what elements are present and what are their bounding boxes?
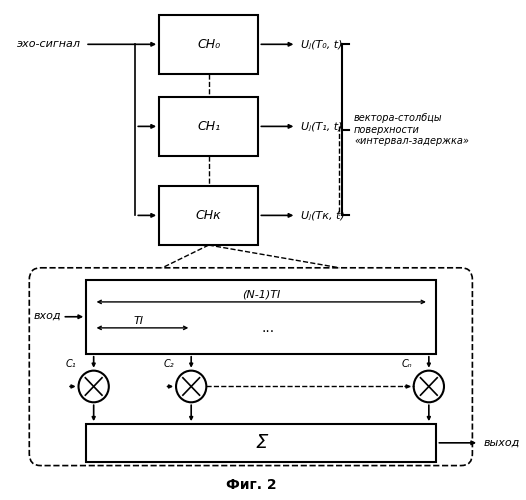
Bar bbox=[86, 424, 437, 462]
Text: TΙ: TΙ bbox=[134, 316, 144, 326]
Text: вектора-столбцы
поверхности
«интервал-задержка»: вектора-столбцы поверхности «интервал-за… bbox=[354, 114, 469, 146]
Circle shape bbox=[176, 370, 206, 402]
Bar bbox=[159, 14, 258, 74]
Bar bbox=[159, 96, 258, 156]
Text: Фиг. 2: Фиг. 2 bbox=[227, 478, 277, 492]
Circle shape bbox=[413, 370, 444, 402]
Text: Uⱼ(T₀, t): Uⱼ(T₀, t) bbox=[301, 40, 342, 50]
Text: C₂: C₂ bbox=[164, 358, 174, 368]
Circle shape bbox=[78, 370, 109, 402]
Text: эхо-сигнал: эхо-сигнал bbox=[17, 40, 81, 50]
Text: ...: ... bbox=[262, 321, 275, 335]
Text: CH₁: CH₁ bbox=[197, 120, 220, 133]
Text: Cₙ: Cₙ bbox=[401, 358, 412, 368]
FancyBboxPatch shape bbox=[29, 268, 472, 466]
Text: (N-1)TΙ: (N-1)TΙ bbox=[242, 289, 280, 299]
Text: Uⱼ(T₁, t): Uⱼ(T₁, t) bbox=[301, 122, 342, 132]
Text: C₁: C₁ bbox=[66, 358, 77, 368]
Text: Σ: Σ bbox=[255, 434, 267, 452]
Text: вход: вход bbox=[34, 311, 62, 321]
Bar bbox=[159, 186, 258, 245]
Bar bbox=[86, 280, 437, 354]
Text: CHк: CHк bbox=[196, 209, 221, 222]
Text: CH₀: CH₀ bbox=[197, 38, 220, 51]
Text: Uⱼ(Tк, t): Uⱼ(Tк, t) bbox=[301, 210, 345, 220]
Text: выход: выход bbox=[484, 438, 520, 448]
